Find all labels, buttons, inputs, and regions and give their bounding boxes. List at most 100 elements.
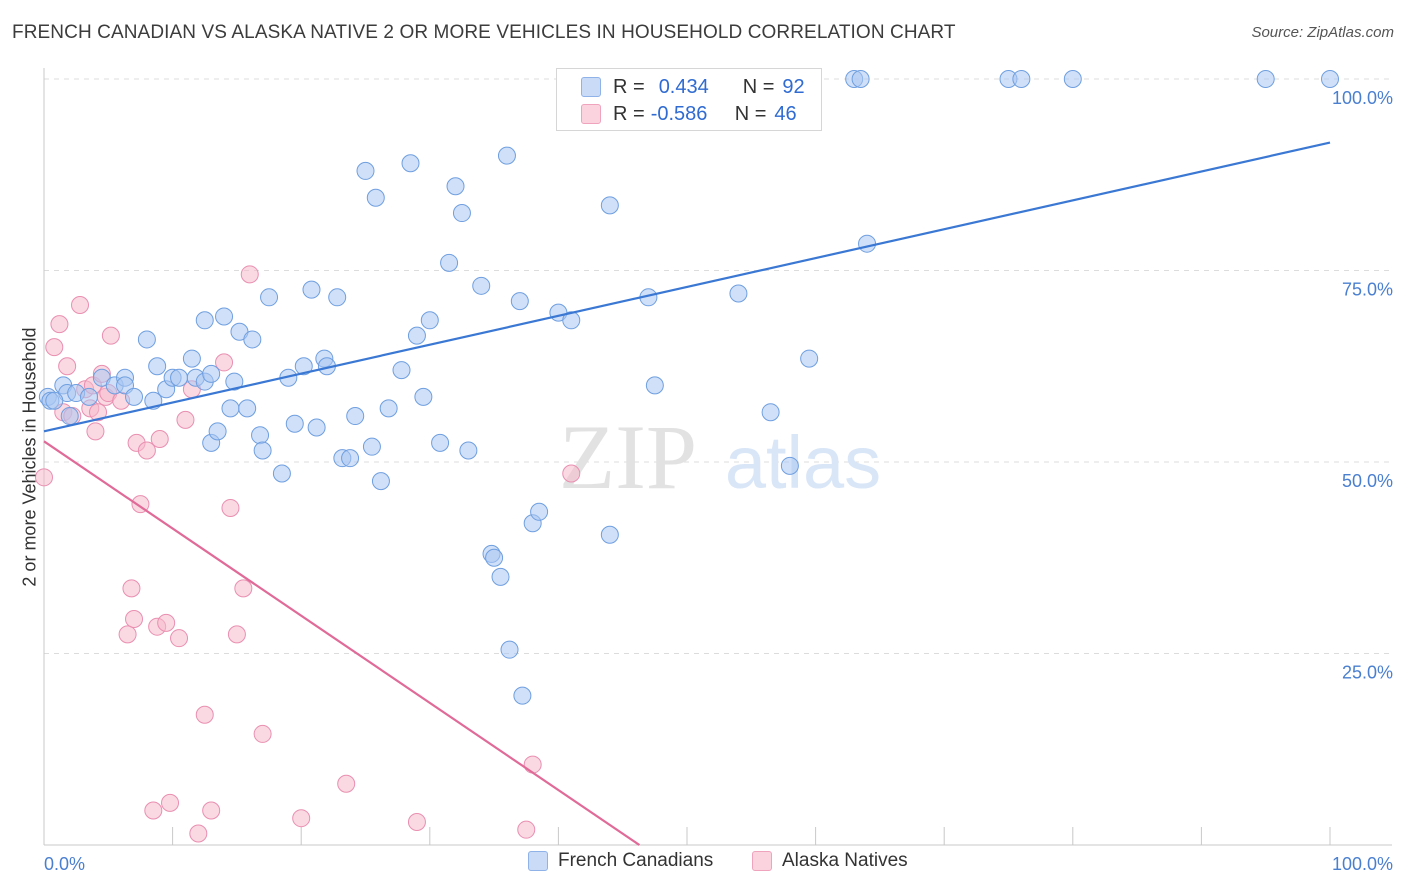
french-canadian-point <box>379 399 398 418</box>
alaska-native-point <box>89 403 108 422</box>
legend-r-label: R = <box>613 75 645 98</box>
legend-n-label: N = <box>734 102 767 125</box>
french-canadian-point <box>600 525 619 544</box>
french-canadian-point <box>60 407 79 426</box>
bottom-legend-alaska-natives: Alaska Natives <box>752 850 908 872</box>
french-canadian-point <box>251 426 270 445</box>
french-canadian-point <box>420 311 439 330</box>
french-canadian-point <box>414 387 433 406</box>
french-canadian-point <box>562 311 581 330</box>
french-canadian-point <box>472 276 491 295</box>
alaska-native-point <box>292 809 311 828</box>
french-canadian-point <box>500 640 519 659</box>
chart-title: FRENCH CANADIAN VS ALASKA NATIVE 2 OR MO… <box>12 22 956 43</box>
french-canadian-point <box>851 70 870 88</box>
french-canadian-point <box>800 349 819 368</box>
french-canadian-point <box>1012 70 1031 88</box>
bottom-legend-swatch-blue <box>528 851 548 871</box>
french-canadian-point <box>238 399 257 418</box>
french-canadian-point <box>440 253 459 272</box>
french-canadian-point <box>858 234 877 253</box>
alaska-native-point <box>202 801 221 820</box>
french-canadian-point <box>285 414 304 433</box>
french-canadian-point <box>182 349 201 368</box>
french-canadian-point <box>253 441 272 460</box>
alaska-native-point <box>337 774 356 793</box>
alaska-native-point <box>227 625 246 644</box>
alaska-native-point <box>86 422 105 441</box>
y-tick-label: 25.0% <box>1342 663 1393 683</box>
french-canadian-point <box>392 361 411 380</box>
alaska-native-point <box>71 295 90 314</box>
bottom-legend-french-canadians: French Canadians <box>528 850 713 872</box>
y-tick-label: 100.0% <box>1332 88 1393 108</box>
alaska-native-point <box>253 724 272 743</box>
x-tick-label: 100.0% <box>1332 854 1393 874</box>
french-canadian-point <box>125 387 144 406</box>
french-canadian-point <box>195 311 214 330</box>
french-canadian-point <box>328 288 347 307</box>
french-canadian-point <box>371 472 390 491</box>
alaska-native-point <box>562 464 581 483</box>
alaska-native-point <box>125 610 144 629</box>
alaska-native-point <box>523 755 542 774</box>
alaska-native-point <box>122 579 141 598</box>
tick-labels: 100.0% 75.0% 50.0% 25.0% 0.0% 100.0% <box>44 88 1393 874</box>
french-canadian-point <box>729 284 748 303</box>
alaska-native-point <box>50 315 69 334</box>
y-tick-label: 50.0% <box>1342 471 1393 491</box>
alaska-native-point <box>189 824 208 843</box>
french-canadian-point <box>401 154 420 173</box>
alaska-native-point <box>144 801 163 820</box>
legend-n-label: N = <box>742 75 775 98</box>
french-canadian-point <box>645 376 664 395</box>
y-tick-label: 75.0% <box>1342 280 1393 300</box>
source-label: Source: ZipAtlas.com <box>1251 24 1394 41</box>
alaska-native-point <box>407 813 426 832</box>
french-canadian-point <box>272 464 291 483</box>
french-canadian-point <box>202 364 221 383</box>
alaska-native-point <box>234 579 253 598</box>
french-canadian-point <box>407 326 426 345</box>
legend-swatch-pink <box>581 104 601 124</box>
french-canadian-point <box>1321 70 1339 88</box>
legend-n-value: 46 <box>774 102 797 125</box>
french-canadian-point <box>459 441 478 460</box>
french-canadian-point <box>225 372 244 391</box>
french-canadian-point <box>1256 70 1275 88</box>
legend-r-label: R = <box>613 102 645 125</box>
french-canadian-point <box>137 330 156 349</box>
alaska-native-point <box>137 441 156 460</box>
french-canadian-point <box>485 548 504 567</box>
french-canadian-point <box>294 357 313 376</box>
alaska-natives-trend-line <box>43 440 641 846</box>
french-canadian-point <box>45 391 64 410</box>
french-canadian-point <box>346 407 365 426</box>
legend-r-value: 0.434 <box>658 75 709 98</box>
french-canadian-point <box>221 399 240 418</box>
french-canadian-point <box>307 418 326 437</box>
legend-row-alaska-natives: R = -0.586 N = 46 <box>581 101 797 127</box>
bottom-legend-swatch-pink <box>752 851 772 871</box>
french-canadian-point <box>491 567 510 586</box>
axes <box>43 68 1392 846</box>
alaska-native-point <box>35 468 53 487</box>
watermark-zip: ZIP <box>559 406 697 508</box>
alaska-native-point <box>101 326 120 345</box>
watermark-atlas: atlas <box>725 421 881 504</box>
alaska-native-point <box>170 629 189 648</box>
grid-lines <box>44 78 1392 654</box>
watermark: ZIP atlas <box>559 406 881 508</box>
french-canadian-point <box>170 368 189 387</box>
alaska-native-point <box>150 430 169 449</box>
french-canadian-point <box>243 330 262 349</box>
alaska-native-point <box>45 338 64 357</box>
french-canadian-point <box>497 146 516 165</box>
alaska-native-point <box>195 705 214 724</box>
french-canadian-point <box>80 387 99 406</box>
french-canadian-point <box>341 449 360 468</box>
alaska-native-point <box>240 265 259 284</box>
french-canadian-point <box>452 204 471 223</box>
bottom-legend-label: Alaska Natives <box>782 850 908 871</box>
